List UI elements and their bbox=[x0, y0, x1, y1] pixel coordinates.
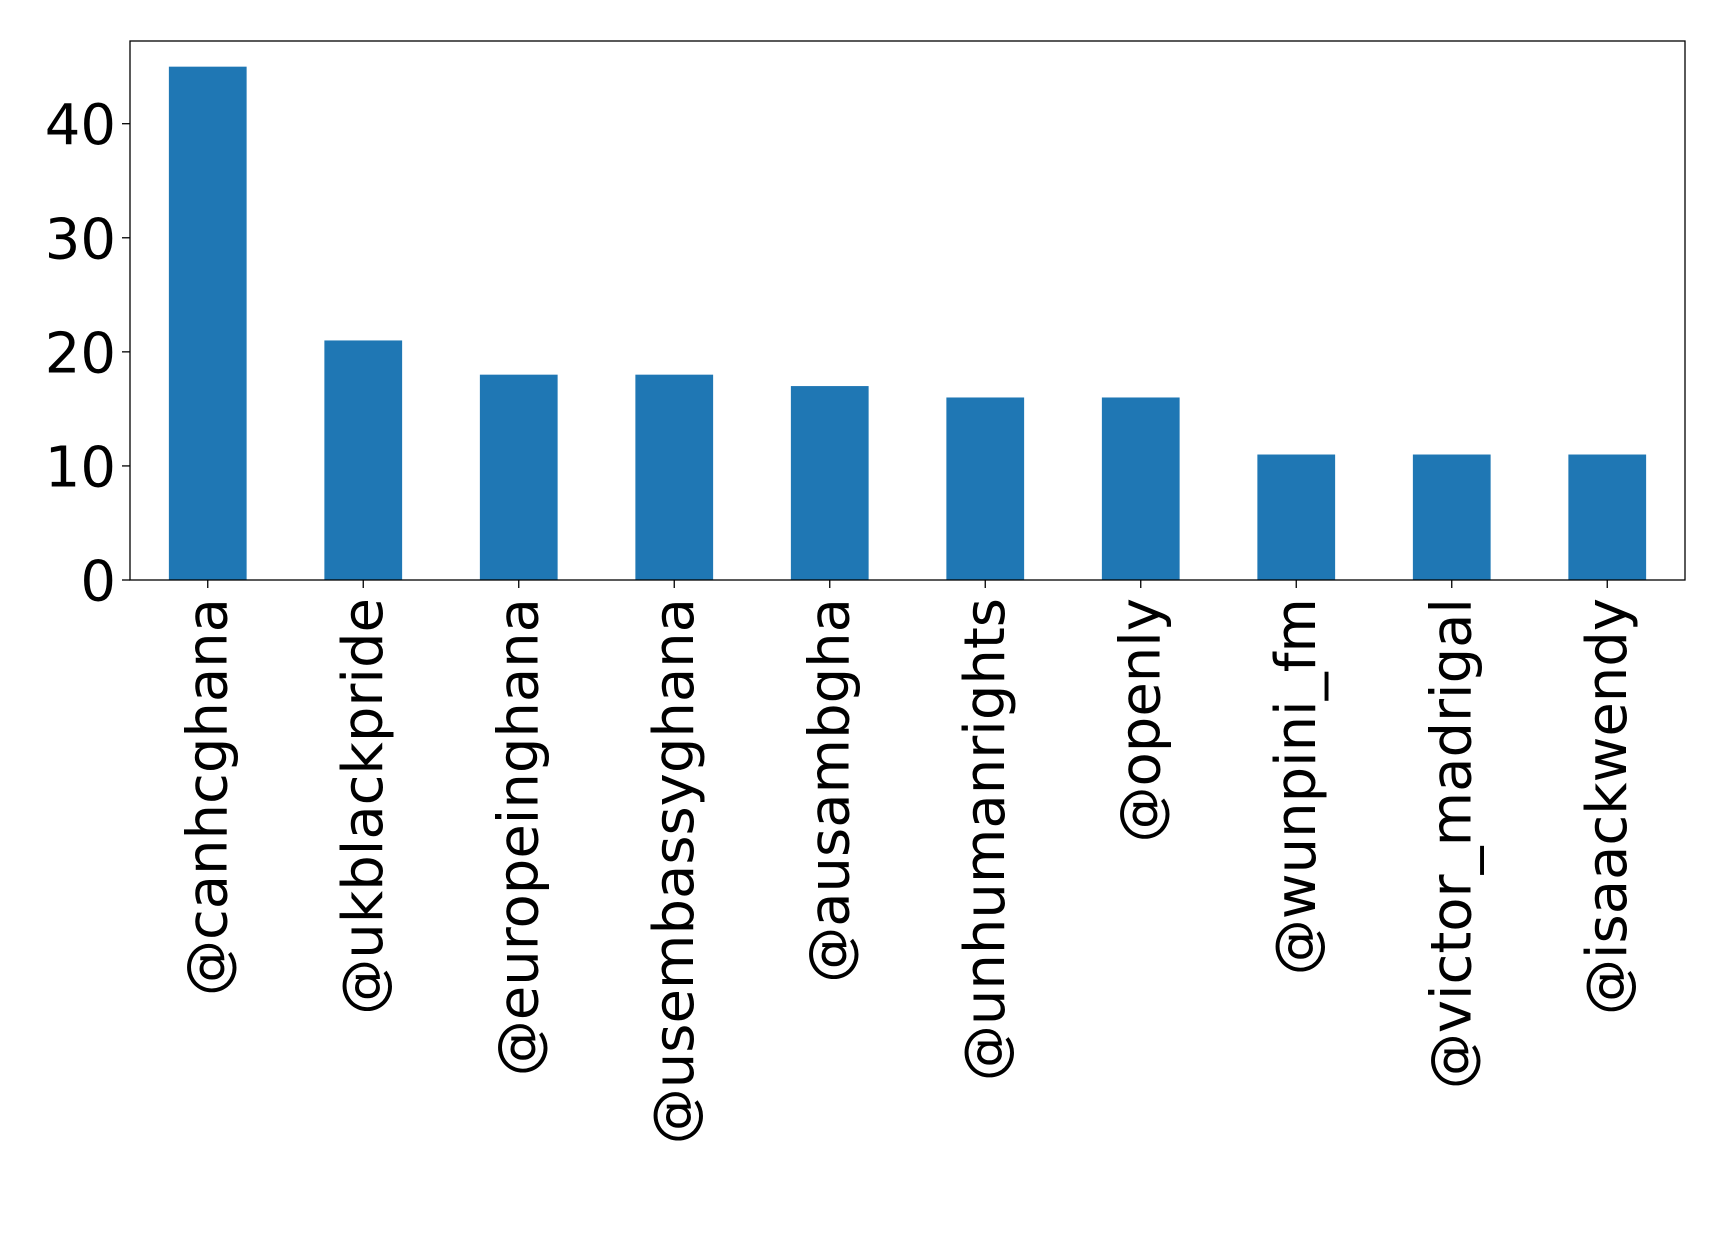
x-tick-label: @ausambgha bbox=[797, 598, 862, 983]
y-tick-label: 10 bbox=[45, 435, 116, 500]
bar-ausambgha bbox=[790, 386, 869, 580]
x-tick-label: @usembassyghana bbox=[642, 598, 707, 1144]
y-tick-label: 0 bbox=[80, 550, 116, 615]
bar-unhumanrights bbox=[946, 397, 1025, 580]
y-tick-label: 40 bbox=[45, 93, 116, 158]
bar-europeinghana bbox=[479, 374, 558, 580]
x-tick-label: @ukblackpride bbox=[331, 598, 396, 1015]
x-tick-label: @victor_madrigal bbox=[1419, 598, 1484, 1089]
bar-openly bbox=[1101, 397, 1180, 580]
bar-isaackwendy bbox=[1568, 454, 1647, 580]
y-tick-label: 20 bbox=[45, 321, 116, 386]
x-tick-label: @canhcghana bbox=[175, 598, 240, 996]
bar-victormadrigal bbox=[1412, 454, 1491, 580]
y-axis: 0 10 20 30 40 bbox=[45, 93, 130, 615]
y-tick-label: 30 bbox=[45, 207, 116, 272]
bar-wunpinifm bbox=[1257, 454, 1336, 580]
bar-ukblackpride bbox=[324, 340, 403, 580]
bar-usembassyghana bbox=[635, 374, 714, 580]
bars-group bbox=[168, 66, 1647, 580]
plot-frame bbox=[129, 40, 1686, 581]
x-axis: @canhcghana @ukblackpride @europeinghana @u… bbox=[175, 580, 1640, 1144]
x-tick-label: @europeinghana bbox=[486, 598, 551, 1076]
bar-canhcghana bbox=[168, 66, 247, 580]
x-tick-label: @unhumanrights bbox=[953, 598, 1018, 1081]
x-tick-label: @wunpini_fm bbox=[1264, 598, 1329, 975]
x-tick-label: @isaackwendy bbox=[1575, 598, 1640, 1015]
x-tick-label: @openly bbox=[1108, 598, 1173, 842]
